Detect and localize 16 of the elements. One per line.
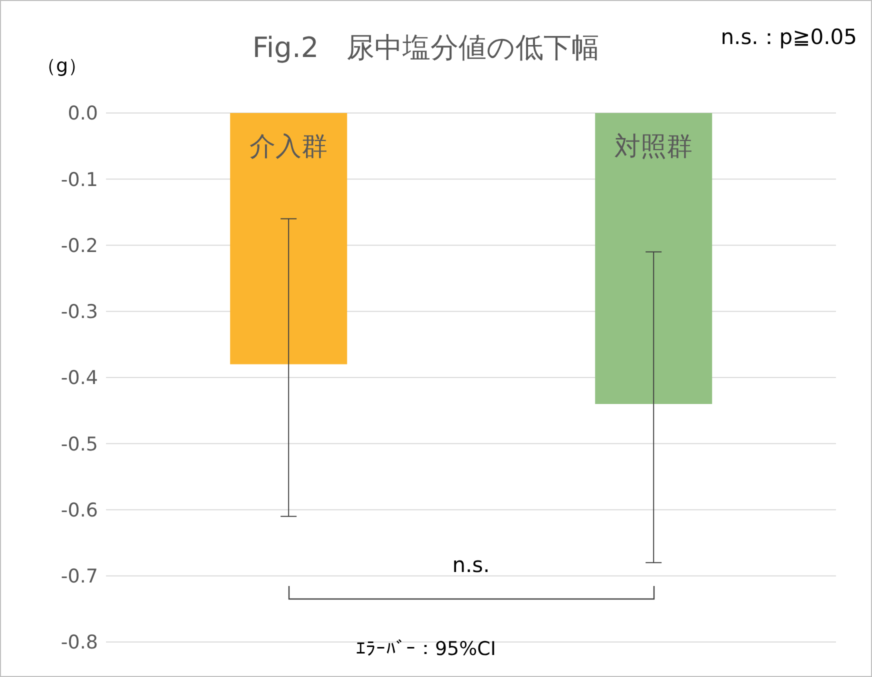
y-tick-label: -0.1 [60, 168, 98, 191]
y-tick-label: -0.6 [60, 499, 98, 522]
annotation: ｴﾗｰﾊﾞｰ：95%CI [356, 638, 496, 660]
text: n.s.：p≧0.05 [720, 24, 857, 51]
x-tick-label: 対照群 [614, 132, 692, 162]
annotation: n.s. [451, 553, 491, 577]
y-axis-title: （g） [37, 54, 88, 79]
y-tick-label: -0.8 [60, 632, 98, 654]
y-tick-label: -0.5 [60, 433, 98, 456]
y-tick-label: -0.3 [60, 301, 98, 324]
y-tick-label: -0.4 [60, 367, 98, 390]
y-tick-label: -0.7 [60, 566, 98, 588]
x-tick-label: 介入群 [250, 132, 328, 162]
y-tick-label: 0.0 [68, 102, 98, 125]
chart-title: Fig.2 尿中塩分値の低下幅 [252, 31, 600, 64]
y-tick-label: -0.2 [60, 234, 98, 257]
